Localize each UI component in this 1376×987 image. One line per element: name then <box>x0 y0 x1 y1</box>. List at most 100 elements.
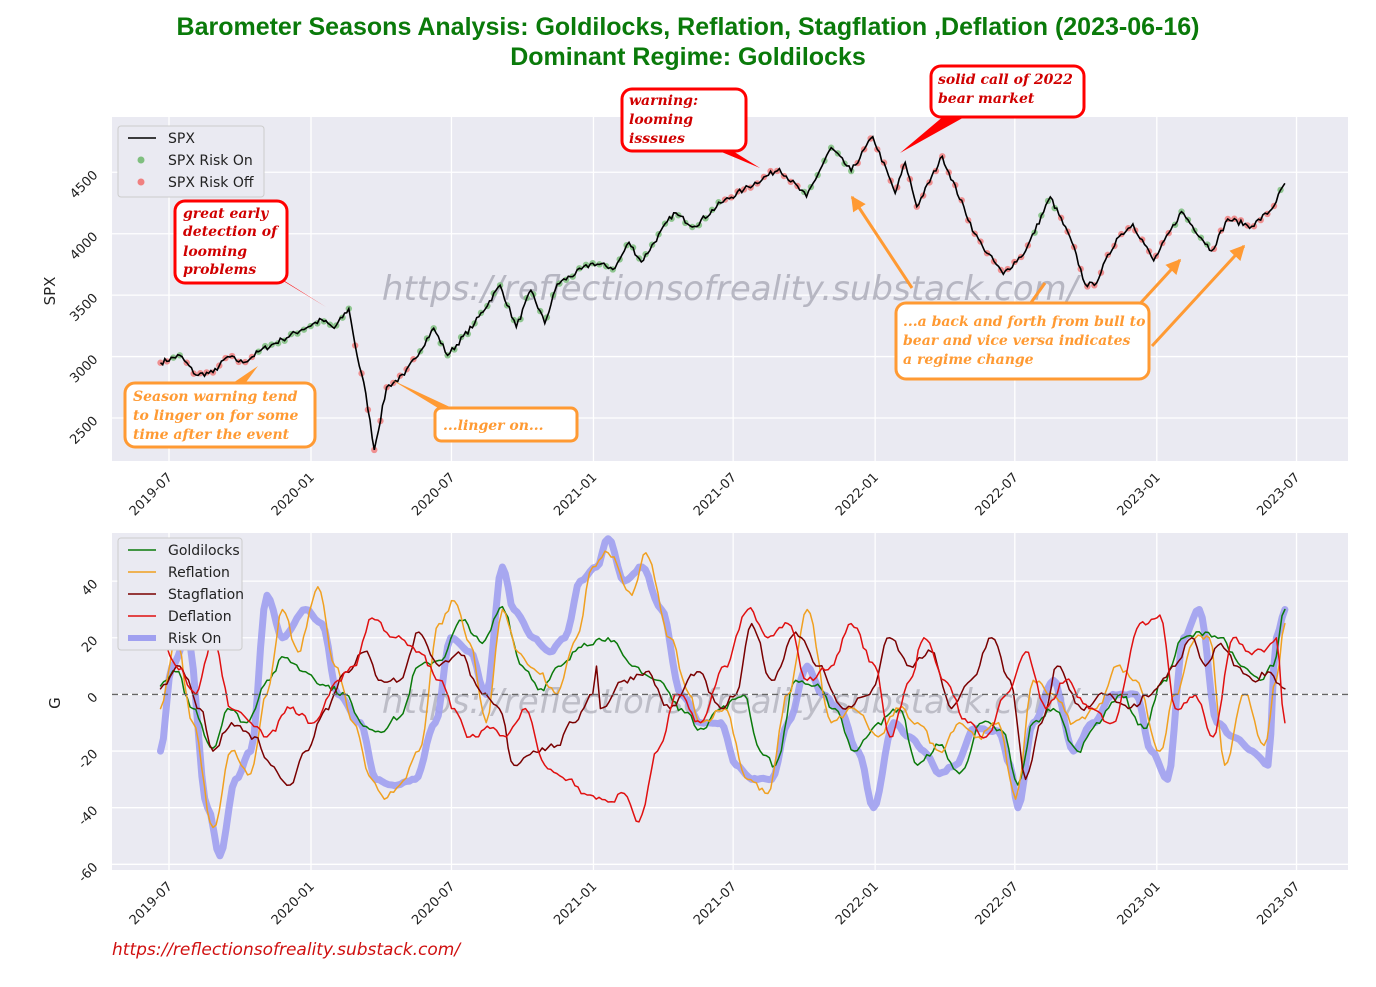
annotation-regime-line: ...a back and forth from bull to <box>903 314 1145 330</box>
spx-plot-background <box>112 117 1348 461</box>
seasons-legend-label-deflation: Deflation <box>168 609 232 625</box>
annotation-warning-looming: warning: looming isssues <box>620 87 760 168</box>
annotation-warning-box <box>620 87 748 153</box>
annotation-regime-line: bear and vice versa indicates <box>903 333 1131 349</box>
annotation-great-early-text: great early detection of looming problem… <box>183 206 282 278</box>
annotation-regime-arrow-left <box>850 195 914 289</box>
spx-series-group <box>157 135 1286 454</box>
annotation-solid-call-line: bear market <box>938 91 1035 107</box>
seasons-line-risk-on <box>157 535 1289 860</box>
spx-legend-box <box>117 125 265 198</box>
seasons-line-reflation <box>159 550 1286 829</box>
annotation-season-warning-box <box>123 381 317 449</box>
seasons-x-tick-label: 2023-01 <box>1115 879 1164 928</box>
annotation-linger-on-pointer <box>392 380 452 408</box>
annotation-warning-text: warning: looming isssues <box>629 93 703 147</box>
annotation-solid-call: solid call of 2022 bear market <box>900 64 1086 153</box>
seasons-legend-label-goldilocks: Goldilocks <box>168 543 240 559</box>
annotation-regime-arrow-right2 <box>1150 244 1246 348</box>
seasons-x-tick-label: 2023-07 <box>1254 879 1303 928</box>
seasons-line-stagflation <box>159 622 1286 787</box>
spx-y-tick-label: 3000 <box>67 352 101 386</box>
annotation-linger-on-box <box>433 406 579 443</box>
annotation-regime-change: ...a back and forth from bull to bear an… <box>850 195 1246 381</box>
spx-legend-label-spx: SPX <box>168 131 195 147</box>
spx-grid <box>112 117 1348 461</box>
seasons-panel: https://reflectionsofreality.substack.co… <box>46 533 1348 928</box>
seasons-x-tick-label: 2020-01 <box>269 879 318 928</box>
seasons-x-tick-label: 2022-01 <box>833 879 882 928</box>
annotation-great-early-line: looming <box>183 244 247 260</box>
annotation-regime-arrow-mid <box>1028 282 1047 305</box>
footer-url[interactable]: https://reflectionsofreality.substack.co… <box>112 940 461 960</box>
spx-x-tick-label: 2023-07 <box>1254 470 1303 519</box>
annotation-solid-call-line: solid call of 2022 <box>938 72 1073 88</box>
annotation-season-warning: Season warning tend to linger on for som… <box>123 366 317 449</box>
annotation-regime-text: ...a back and forth from bull to bear an… <box>903 314 1150 368</box>
seasons-y-tick-labels: -60 -40 -20 0 20 40 <box>76 577 102 886</box>
chart-subtitle: Dominant Regime: Goldilocks <box>510 43 866 71</box>
spx-y-axis-label: SPX <box>41 277 59 306</box>
spx-y-tick-label: 3500 <box>67 291 101 325</box>
annotation-warning-line: isssues <box>629 131 685 147</box>
annotation-regime-line: a regime change <box>903 352 1034 368</box>
seasons-legend-label-stagflation: Stagflation <box>168 587 244 603</box>
annotation-season-warning-line: to linger on for some <box>133 408 298 424</box>
annotation-solid-call-box <box>929 64 1086 119</box>
seasons-legend-box <box>117 537 243 651</box>
seasons-y-tick-label: 20 <box>79 634 101 656</box>
annotation-great-early-line: problems <box>183 262 256 278</box>
chart-title: Barometer Seasons Analysis: Goldilocks, … <box>176 13 1200 41</box>
annotation-solid-call-text: solid call of 2022 bear market <box>938 72 1078 107</box>
annotation-season-warning-text: Season warning tend to linger on for som… <box>133 389 303 443</box>
seasons-line-deflation <box>159 607 1286 823</box>
seasons-y-tick-label: -60 <box>76 860 102 886</box>
annotation-great-early-line: great early <box>183 206 269 222</box>
seasons-y-tick-label: 40 <box>79 577 101 599</box>
spx-x-tick-label: 2023-01 <box>1115 470 1164 519</box>
spx-y-tick-labels: 2500 3000 3500 4000 4500 <box>67 168 101 448</box>
seasons-y-tick-label: 0 <box>85 690 101 706</box>
spx-x-tick-label: 2021-01 <box>551 470 600 519</box>
seasons-x-tick-labels: 2019-07 2020-01 2020-07 2021-01 2021-07 2022-… <box>127 879 1304 928</box>
seasons-grid <box>112 533 1348 870</box>
seasons-y-tick-label: -20 <box>76 747 102 773</box>
spx-y-tick-label: 4000 <box>67 229 101 263</box>
seasons-legend-label-reflation: Reflation <box>168 565 230 581</box>
seasons-legend-label-risk-on: Risk On <box>168 631 221 647</box>
seasons-y-axis-label: G <box>46 697 64 709</box>
spx-y-tick-label: 2500 <box>67 414 101 448</box>
seasons-x-tick-label: 2020-07 <box>409 879 458 928</box>
spx-line <box>159 135 1286 451</box>
seasons-x-tick-label: 2021-07 <box>691 879 740 928</box>
annotation-warning-pointer <box>712 148 760 168</box>
spx-x-tick-label: 2020-01 <box>269 470 318 519</box>
annotation-season-warning-line: time after the event <box>133 427 290 443</box>
annotation-great-early: great early detection of looming problem… <box>173 199 326 307</box>
spx-x-tick-label: 2019-07 <box>127 470 176 519</box>
spx-x-tick-label: 2022-01 <box>833 470 882 519</box>
annotation-regime-box <box>894 301 1151 381</box>
annotation-season-warning-pointer <box>230 366 258 385</box>
seasons-x-tick-label: 2022-07 <box>973 879 1022 928</box>
spx-legend-marker-risk-on <box>137 156 145 164</box>
spx-legend-marker-risk-off <box>137 178 145 186</box>
annotation-warning-line: warning: <box>629 93 698 109</box>
seasons-series-group <box>112 535 1348 860</box>
seasons-watermark: https://reflectionsofreality.substack.co… <box>382 682 1082 722</box>
annotation-linger-on: ...linger on... <box>392 380 579 443</box>
annotation-season-warning-line: Season warning tend <box>133 389 298 405</box>
seasons-x-tick-label: 2019-07 <box>127 879 176 928</box>
chart-title-block: Barometer Seasons Analysis: Goldilocks, … <box>0 12 1376 72</box>
annotation-linger-on-text: ...linger on... <box>443 418 544 434</box>
spx-x-tick-label: 2020-07 <box>409 470 458 519</box>
spx-panel: https://reflectionsofreality.substack.co… <box>41 64 1348 519</box>
annotation-solid-call-pointer <box>900 115 968 153</box>
spx-x-tick-label: 2021-07 <box>691 470 740 519</box>
spx-legend-label-risk-on: SPX Risk On <box>168 153 253 169</box>
spx-y-tick-label: 4500 <box>67 168 101 202</box>
annotation-regime-arrow-right1 <box>1134 258 1182 310</box>
spx-legend-label-risk-off: SPX Risk Off <box>168 175 254 191</box>
seasons-x-tick-label: 2021-01 <box>551 879 600 928</box>
